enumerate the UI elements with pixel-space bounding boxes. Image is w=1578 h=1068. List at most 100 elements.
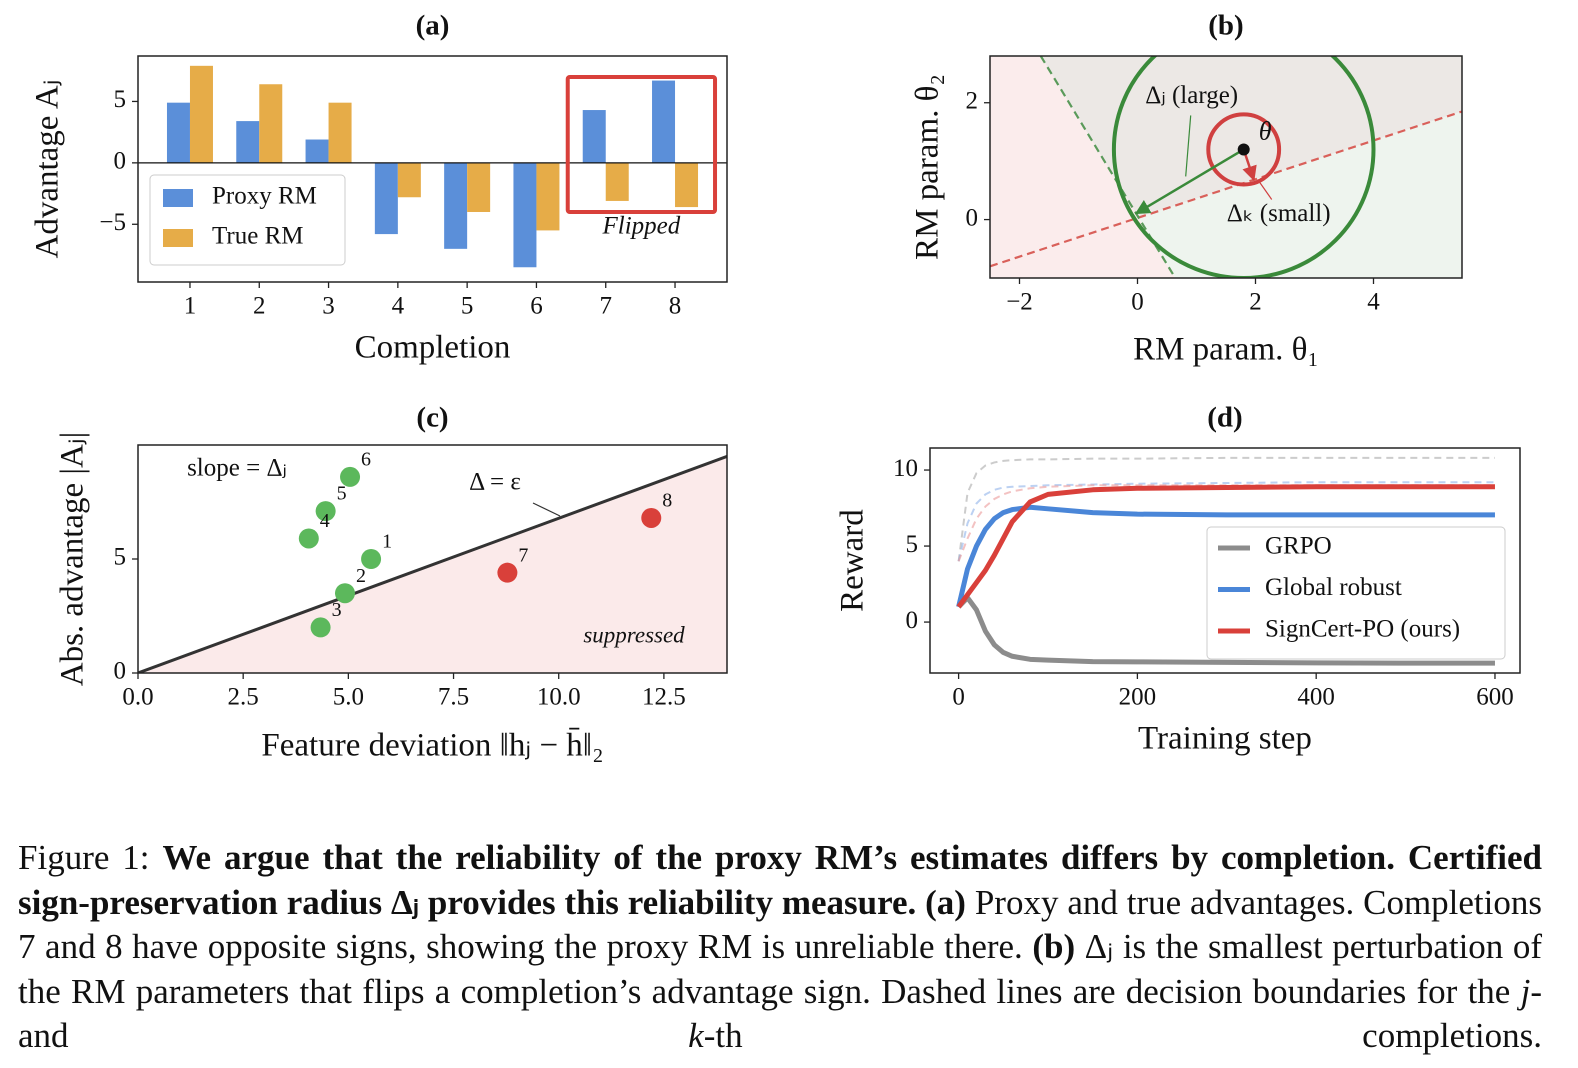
point-label: 2 — [356, 565, 366, 587]
point-label: 8 — [662, 490, 672, 512]
y-tick-label: 10 — [893, 455, 918, 482]
point — [298, 528, 319, 549]
plot-area — [138, 454, 727, 673]
region — [1040, 56, 1462, 218]
leader — [1257, 179, 1273, 200]
leader — [1185, 115, 1192, 177]
x-tick-label: 5.0 — [333, 684, 364, 711]
plot-area — [956, 456, 1495, 666]
region — [1138, 111, 1462, 278]
legend-label: SignCert-PO (ours) — [1265, 616, 1460, 643]
point — [361, 549, 382, 569]
point-label: 7 — [518, 544, 528, 566]
y-tick-label: −5 — [99, 209, 126, 236]
bar — [374, 162, 398, 235]
plot-area — [138, 65, 727, 268]
bar — [467, 162, 491, 212]
bar — [444, 162, 468, 249]
caption-text: We argue that the reliability of the pro… — [18, 838, 1551, 922]
bar — [605, 162, 629, 201]
point — [315, 501, 336, 522]
x-tick-label: 6 — [530, 293, 543, 320]
x-tick-label: 10.0 — [537, 684, 581, 711]
bar — [675, 162, 699, 208]
y-axis-label: Abs. advantage |Aⱼ| — [55, 432, 91, 687]
x-tick-label: 8 — [669, 293, 682, 320]
bar — [259, 84, 283, 163]
point-label: 4 — [320, 510, 330, 532]
x-tick-label: 4 — [1367, 289, 1380, 316]
bar — [328, 102, 352, 163]
series-line — [957, 456, 1495, 562]
x-tick-label: 2.5 — [228, 684, 259, 711]
x-axis-label: Training step — [1138, 721, 1312, 757]
x-axis-label: Feature deviation ‖hⱼ − h̄‖₂ — [261, 727, 603, 763]
caption-text: Δⱼ is the smallest perturbation of the R… — [18, 927, 1551, 1011]
panel-title: (b) — [1208, 10, 1243, 42]
x-tick-label: 0 — [1131, 289, 1144, 316]
series-line — [957, 481, 1495, 562]
x-tick-label: 400 — [1297, 684, 1335, 711]
axes-frame — [137, 444, 728, 674]
radius-circle — [1111, 56, 1376, 278]
bar — [305, 139, 329, 163]
series-line — [956, 504, 1495, 608]
y-tick-label: 5 — [114, 86, 127, 113]
point-label: θ — [1259, 116, 1272, 145]
caption-text: - and — [18, 971, 1551, 1056]
point-label: 6 — [361, 449, 371, 471]
decision-boundary — [1039, 56, 1177, 278]
circle-label: Δⱼ (large) — [1145, 82, 1238, 109]
axes-frame — [989, 55, 1463, 279]
x-tick-label: 5 — [461, 293, 474, 320]
legend-swatch — [163, 229, 193, 247]
radius-circle — [1206, 112, 1282, 187]
point-label: 5 — [337, 483, 347, 505]
y-tick-label: 0 — [906, 607, 919, 634]
caption-text: j — [1520, 971, 1531, 1011]
point — [641, 507, 662, 528]
panel-title: (c) — [416, 402, 448, 434]
y-tick-label: 2 — [966, 87, 979, 114]
center-point — [1237, 143, 1250, 156]
y-tick-label: 0 — [114, 658, 127, 685]
threshold-line — [138, 454, 727, 673]
y-axis-label: RM param. θ₂ — [910, 74, 946, 260]
point — [340, 466, 361, 487]
legend-label: Global robust — [1265, 574, 1402, 601]
annotation: suppressed — [583, 622, 685, 647]
x-tick-label: 7.5 — [438, 684, 469, 711]
caption-text: (a) — [925, 882, 966, 922]
annotation: Δ = ε — [469, 469, 521, 496]
point — [310, 617, 331, 638]
x-tick-label: 1 — [184, 293, 197, 320]
annotation-box — [565, 75, 718, 214]
axes-frame — [929, 447, 1521, 674]
decision-boundary — [990, 110, 1462, 268]
axes-frame — [137, 55, 728, 283]
y-tick-label: 0 — [966, 204, 979, 231]
bar — [236, 121, 260, 163]
annotation: slope = Δⱼ — [187, 455, 287, 482]
bar — [166, 102, 190, 163]
caption-text: k — [688, 1016, 704, 1056]
series-line — [956, 595, 1495, 666]
legend-label: True RM — [212, 223, 303, 250]
bar — [536, 162, 560, 231]
x-tick-label: −2 — [1006, 289, 1033, 316]
bar — [397, 162, 421, 198]
bar — [582, 110, 606, 163]
x-axis-label: Completion — [355, 330, 511, 366]
figure-caption: Figure 1: We argue that the reliability … — [18, 836, 1542, 1059]
point-label: 1 — [382, 531, 392, 553]
point — [334, 583, 355, 604]
x-tick-label: 3 — [322, 293, 335, 320]
y-axis-label: Advantage Aⱼ — [30, 80, 66, 259]
bar — [189, 65, 213, 163]
legend-box — [1206, 526, 1506, 660]
y-tick-label: 5 — [114, 544, 127, 571]
region — [990, 56, 1176, 278]
leader — [532, 502, 561, 517]
